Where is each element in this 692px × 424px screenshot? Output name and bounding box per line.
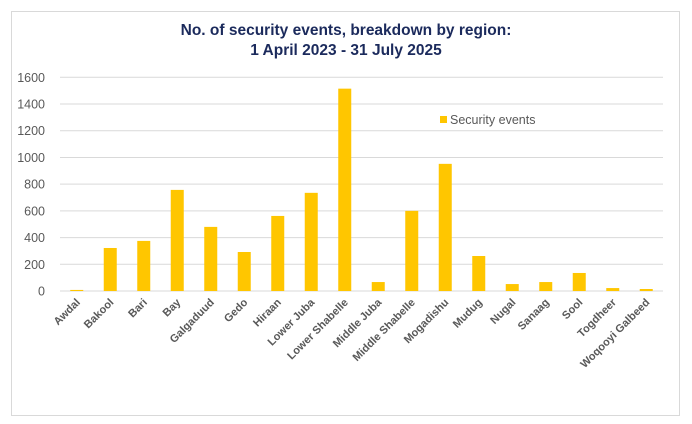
bar-bari (137, 240, 151, 291)
bar-awdal (70, 289, 84, 291)
y-tick-label: 800 (24, 178, 45, 192)
bar-bakool (103, 247, 117, 291)
y-tick-label: 600 (24, 204, 45, 218)
bar-togdheer (606, 288, 620, 291)
bar-hiraan (271, 215, 285, 291)
y-tick-label: 0 (38, 285, 45, 299)
bar-lower-shabelle (338, 88, 352, 292)
x-tick-label: Bay (161, 296, 184, 319)
bar-galgaduud (204, 226, 218, 291)
y-tick-label: 1600 (17, 71, 45, 85)
y-tick-label: 400 (24, 231, 45, 245)
bar-nugal (505, 284, 519, 291)
x-tick-label: Hiraan (251, 296, 284, 329)
bar-lower-juba (304, 192, 318, 291)
legend-swatch (440, 116, 447, 123)
x-tick-label: Sanaag (516, 297, 552, 333)
x-tick-label: Bari (126, 297, 150, 321)
bar-mudug (472, 256, 486, 291)
y-tick-label: 200 (24, 258, 45, 272)
x-tick-label: Bakool (82, 297, 116, 331)
bar-sool (572, 272, 586, 291)
bar-bay (170, 189, 184, 291)
x-tick-label: Gedo (222, 296, 251, 325)
x-tick-label: Mudug (451, 297, 485, 331)
x-tick-label: Middle Shabelle (351, 297, 418, 364)
chart-subtitle: 1 April 2023 - 31 July 2025 (250, 42, 442, 59)
y-tick-label: 1200 (17, 124, 45, 138)
chart-frame (11, 11, 680, 416)
x-tick-label: Lower Shabelle (285, 297, 351, 363)
y-tick-label: 1400 (17, 98, 45, 112)
x-tick-label: Nugal (488, 297, 518, 327)
y-tick-label: 1000 (17, 151, 45, 165)
legend-label: Security events (450, 113, 535, 127)
bar-woqooyi-galbeed (639, 288, 653, 291)
bar-sanaag (539, 282, 553, 291)
bar-gedo (237, 251, 251, 291)
bar-middle-juba (371, 282, 385, 291)
x-tick-label: Awdal (52, 297, 83, 328)
x-tick-label: Sool (560, 297, 585, 322)
chart-title: No. of security events, breakdown by reg… (180, 22, 512, 39)
bar-mogadishu (438, 163, 452, 291)
bar-middle-shabelle (405, 210, 419, 291)
